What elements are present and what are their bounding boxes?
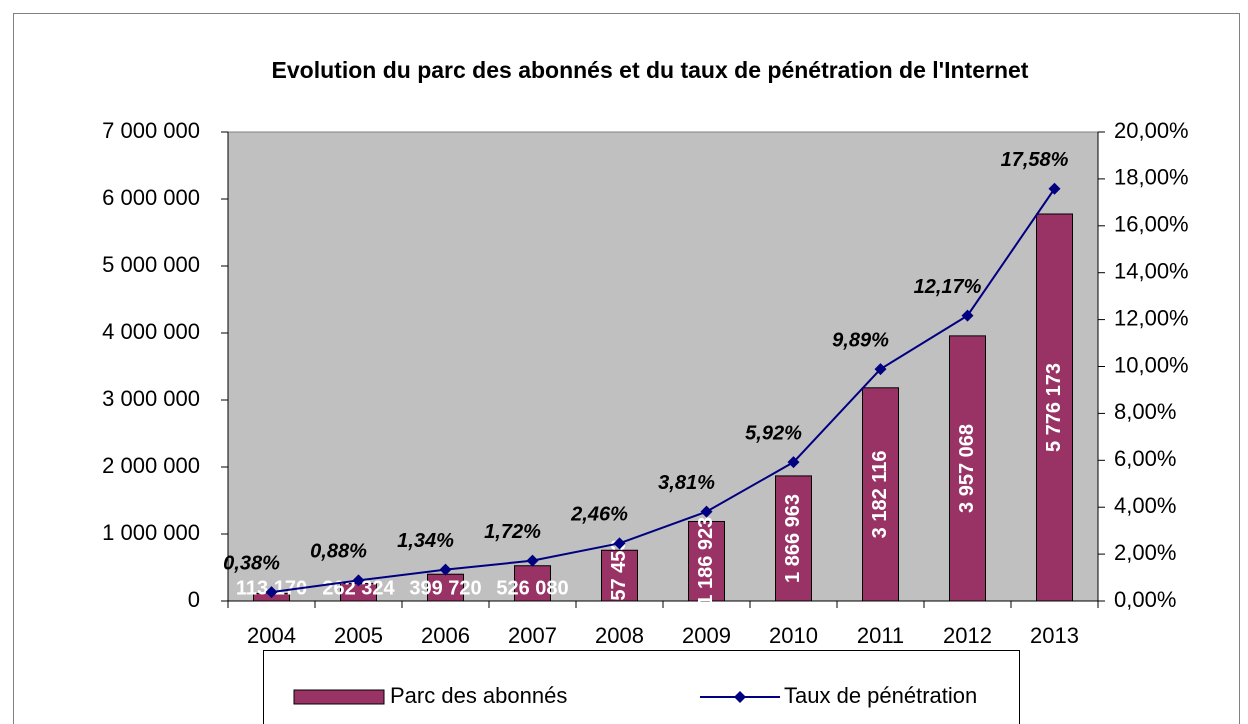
bar-value-label: 757 453: [608, 539, 630, 611]
y2-tick-label: 4,00%: [1114, 493, 1176, 518]
line-marker: [700, 505, 713, 518]
legend-marker: [734, 691, 746, 703]
line-marker: [352, 574, 365, 587]
bar-value-label: 3 957 068: [956, 424, 978, 513]
bar: [775, 475, 812, 602]
line-marker: [1048, 182, 1061, 195]
bar: [688, 520, 725, 602]
y2-tick-label: 16,00%: [1114, 212, 1189, 237]
y2-tick-label: 20,00%: [1114, 118, 1189, 143]
line-value-label: 5,92%: [745, 422, 802, 444]
y2-tick-label: 10,00%: [1114, 352, 1189, 377]
x-tick-label: 2009: [682, 623, 731, 648]
x-tick-label: 2007: [508, 623, 557, 648]
line-marker: [874, 363, 887, 376]
bar: [1036, 213, 1073, 602]
line: [271, 188, 1056, 594]
y-tick-label: 7 000 000: [102, 118, 200, 143]
y-tick-label: 1 000 000: [102, 520, 200, 545]
y2-tick-label: 0,00%: [1114, 587, 1176, 612]
line-value-label: 3,81%: [658, 472, 715, 494]
line-value-label: 12,17%: [914, 276, 982, 298]
y-tick-label: 5 000 000: [102, 252, 200, 277]
line-marker: [613, 537, 626, 550]
y2-tick-label: 18,00%: [1114, 165, 1189, 190]
bar-value-label: 5 776 173: [1043, 363, 1065, 452]
y-tick-label: 0: [188, 587, 200, 612]
bar-value-label: 3 182 116: [869, 450, 891, 538]
line-value-label: 0,88%: [310, 541, 367, 563]
bar-value-label: 1 866 963: [782, 494, 804, 583]
bar: [601, 549, 638, 602]
y-tick-label: 3 000 000: [102, 386, 200, 411]
legend-label: Taux de pénétration: [784, 683, 977, 708]
chart-title: Evolution du parc des abonnés et du taux…: [272, 57, 1029, 83]
bar: [862, 387, 899, 602]
line-value-label: 1,34%: [397, 530, 454, 552]
bar: [949, 335, 986, 602]
bar-value-label: 526 080: [496, 577, 568, 599]
line-marker: [265, 586, 278, 599]
line-value-label: 17,58%: [1001, 149, 1069, 171]
x-tick-label: 2011: [857, 623, 904, 648]
legend-box: [263, 650, 1020, 724]
y2-tick-label: 14,00%: [1114, 259, 1189, 284]
y-tick-label: 6 000 000: [102, 185, 200, 210]
y2-tick-label: 12,00%: [1114, 305, 1189, 330]
x-tick-label: 2004: [247, 623, 296, 648]
legend-swatch: [293, 689, 385, 705]
x-tick-label: 2012: [943, 623, 992, 648]
line-marker: [787, 456, 800, 469]
x-tick-label: 2010: [769, 623, 818, 648]
line-marker: [526, 554, 539, 567]
bar: [427, 573, 464, 602]
line-value-label: 2,46%: [570, 504, 628, 526]
x-tick-label: 2008: [595, 623, 644, 648]
y2-tick-label: 6,00%: [1114, 446, 1176, 471]
x-tick-label: 2013: [1030, 623, 1079, 648]
bar-value-label: 399 720: [409, 577, 481, 599]
y-tick-label: 2 000 000: [102, 453, 200, 478]
legend-label: Parc des abonnés: [390, 683, 567, 708]
y2-tick-label: 8,00%: [1114, 399, 1176, 424]
y2-tick-label: 2,00%: [1114, 540, 1176, 565]
line-value-label: 9,89%: [832, 329, 889, 351]
x-tick-label: 2005: [334, 623, 383, 648]
line-marker: [439, 563, 452, 576]
y-tick-label: 4 000 000: [102, 319, 200, 344]
bar-value-label: 1 186 923: [695, 517, 717, 606]
line-marker: [961, 309, 974, 322]
line-value-label: 0,38%: [223, 552, 280, 574]
x-tick-label: 2006: [421, 623, 470, 648]
line-value-label: 1,72%: [484, 521, 541, 543]
